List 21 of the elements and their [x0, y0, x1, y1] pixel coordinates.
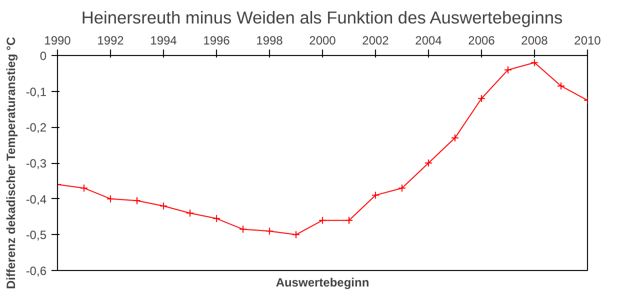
y-tick-label: -0,2	[26, 120, 47, 135]
x-tick-label: 1994	[150, 34, 178, 48]
x-tick-label: 2010	[574, 34, 602, 48]
x-tick-label: 1998	[256, 34, 284, 48]
y-tick-label: -0,3	[26, 156, 47, 170]
x-tick-label: 1990	[44, 34, 72, 48]
chart-title: Heinersreuth minus Weiden als Funktion des Auswertebeginns	[81, 8, 563, 28]
y-tick-label: -0,6	[26, 264, 47, 278]
y-axis-title: Differenz dekadischer Temperaturanstieg °C	[4, 36, 18, 289]
x-tick-label: 2002	[362, 34, 390, 48]
y-tick-label: 0	[40, 49, 47, 63]
x-tick-label: 2006	[468, 34, 496, 48]
x-tick-label: 2008	[521, 34, 548, 48]
x-tick-label: 2000	[309, 34, 336, 48]
x-axis-title: Auswertebeginn	[276, 276, 370, 290]
y-tick-label: -0,4	[26, 192, 47, 206]
x-tick-label: 2004	[415, 34, 442, 48]
x-tick-label: 1992	[97, 34, 124, 48]
y-tick-label: -0,1	[26, 84, 47, 99]
y-tick-label: -0,5	[26, 228, 47, 242]
x-tick-label: 1996	[203, 34, 230, 48]
